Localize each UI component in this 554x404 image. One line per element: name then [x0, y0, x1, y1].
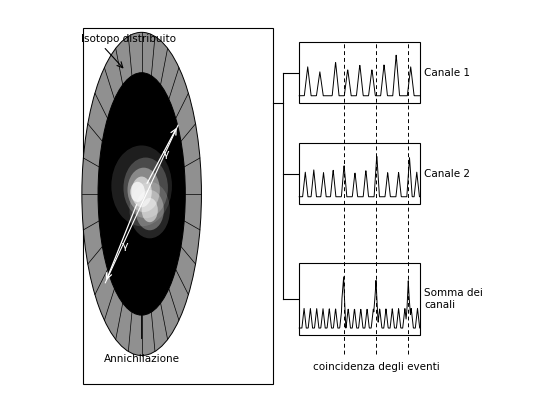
Ellipse shape [142, 198, 158, 222]
Ellipse shape [111, 145, 172, 226]
Text: Canale 1: Canale 1 [424, 68, 470, 78]
Ellipse shape [130, 182, 145, 202]
Ellipse shape [124, 158, 168, 218]
Text: Isotopo distribuito: Isotopo distribuito [81, 34, 176, 44]
Bar [83, 28, 273, 384]
Text: Somma dei
canali: Somma dei canali [424, 288, 483, 310]
Bar [299, 263, 420, 335]
Ellipse shape [98, 73, 185, 315]
Bar [299, 42, 420, 103]
Ellipse shape [136, 190, 164, 230]
Ellipse shape [82, 32, 202, 356]
Text: Canale 2: Canale 2 [424, 169, 470, 179]
Text: Annichilazione: Annichilazione [104, 354, 179, 364]
Ellipse shape [127, 168, 160, 212]
Text: γ: γ [122, 242, 129, 251]
Ellipse shape [130, 182, 170, 238]
Bar [299, 143, 420, 204]
Text: coincidenza degli eventi: coincidenza degli eventi [312, 362, 439, 372]
Ellipse shape [131, 177, 152, 207]
Text: γ: γ [162, 149, 169, 158]
